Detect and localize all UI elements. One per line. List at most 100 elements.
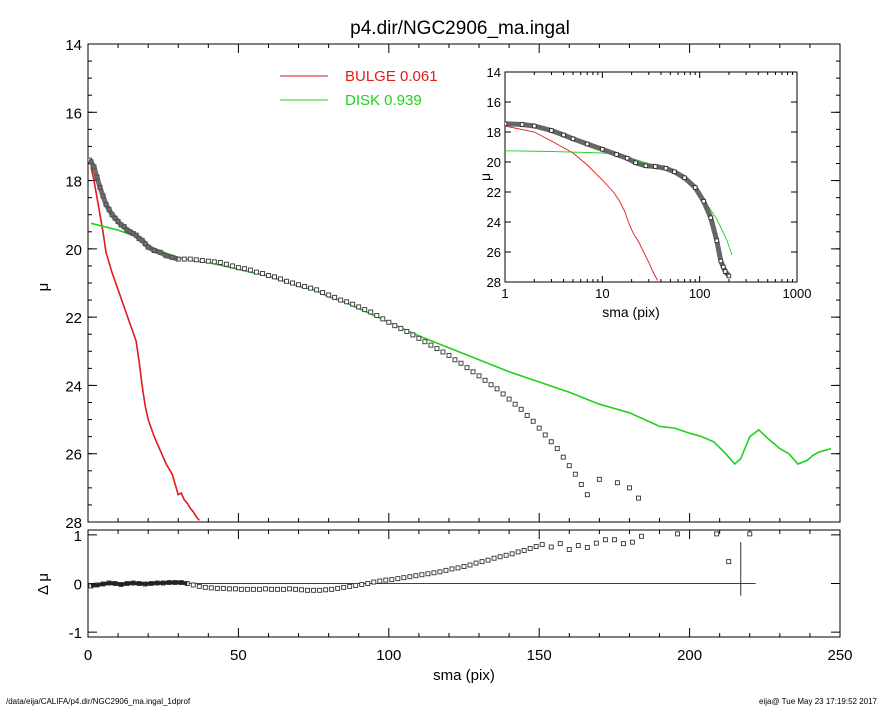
residual-point (389, 577, 395, 583)
data-point (446, 352, 452, 358)
data-point (524, 413, 530, 418)
residual-point (208, 585, 214, 591)
residual-point (214, 585, 220, 591)
residual-point (539, 542, 545, 548)
residual-point (401, 575, 407, 581)
data-point (235, 265, 241, 271)
data-point (217, 260, 223, 265)
y-tick-label: 24 (65, 378, 82, 395)
residual-point (575, 543, 581, 549)
data-point (302, 283, 308, 289)
y-tick-label: 24 (487, 215, 501, 230)
inset-data-point (718, 258, 724, 264)
residual-point (413, 573, 419, 579)
inset-data-point (726, 273, 732, 279)
inset-data-point (708, 215, 713, 220)
residual-point (383, 577, 389, 583)
y-tick-label: 14 (487, 65, 501, 80)
data-point (476, 373, 482, 379)
residual-point (425, 571, 431, 577)
y-tick-label: 28 (65, 515, 82, 532)
data-point (187, 256, 193, 262)
residual-point (329, 586, 335, 592)
residual-point (639, 533, 644, 539)
residual-point (293, 586, 299, 592)
data-point (464, 365, 470, 371)
inset-data-point (561, 132, 566, 138)
inset-line-bulge (505, 125, 658, 281)
inset-series (505, 121, 733, 281)
data-point (205, 258, 211, 264)
data-point (404, 329, 410, 334)
data-point (380, 316, 386, 322)
data-point (410, 332, 416, 338)
inset-data-point (643, 163, 649, 168)
y-tick-label: 16 (65, 105, 82, 122)
x-tick-label: 10 (595, 286, 609, 301)
inset-bg (504, 71, 798, 283)
residual-point (747, 531, 753, 537)
residual-point (341, 584, 347, 590)
y-tick-label: 0 (74, 577, 82, 594)
residual-point (437, 569, 443, 575)
x-tick-label: 150 (527, 647, 552, 664)
residual-point (257, 586, 262, 592)
residual-point (455, 565, 461, 571)
residual-point (190, 582, 196, 588)
data-point (482, 377, 488, 383)
y-tick-label: 18 (487, 125, 501, 140)
inset-data-point (701, 199, 706, 204)
residual-point (443, 567, 449, 573)
data-point (440, 349, 446, 355)
data-point (470, 369, 476, 375)
inset-data-point (723, 269, 728, 274)
residual-point (629, 539, 635, 545)
data-point (356, 304, 362, 310)
residual-point (467, 562, 473, 568)
y-tick-label: 14 (65, 37, 82, 54)
data-point (332, 294, 338, 300)
residual-point (548, 544, 554, 550)
x-tick-label: 250 (827, 647, 852, 664)
inset-data-point (532, 123, 537, 129)
data-point (260, 270, 265, 276)
residual-point (602, 537, 608, 543)
residual-point (584, 545, 590, 550)
data-point (560, 454, 566, 460)
x-tick-label: 50 (230, 647, 247, 664)
inset-y-axis-label: μ (477, 173, 493, 181)
x-axis-label: sma (pix) (433, 667, 495, 684)
data-point (572, 471, 578, 477)
data-point (326, 292, 332, 298)
legend-label-disk: DISK 0.939 (345, 92, 422, 109)
data-point (199, 258, 205, 263)
residual-point (431, 570, 437, 576)
data-point (241, 266, 247, 272)
residual-point (419, 572, 425, 578)
x-tick-label: 1 (501, 286, 508, 301)
data-point (223, 261, 229, 267)
data-point (247, 267, 253, 273)
main-series (88, 157, 832, 521)
inset-data-point (682, 175, 687, 180)
y-tick-label: 18 (65, 174, 82, 191)
y-tick-label: 1 (74, 528, 82, 545)
data-point (428, 342, 434, 348)
residual-point (232, 586, 238, 592)
inset-data-point (672, 169, 677, 174)
data-point (566, 463, 572, 469)
residual-point (714, 531, 720, 537)
data-point (386, 319, 392, 325)
residual-point (311, 587, 317, 593)
residual-point (244, 586, 250, 592)
residual-point (353, 582, 359, 588)
data-point (314, 287, 320, 293)
residual-point (395, 576, 401, 582)
series-line-bulge (90, 166, 200, 521)
data-point (584, 492, 590, 498)
residual-point (557, 541, 563, 547)
residual-point (359, 582, 365, 587)
main-plot: 14 16 18 20 22 24 26 28 μ (35, 37, 841, 532)
data-point (392, 323, 398, 329)
